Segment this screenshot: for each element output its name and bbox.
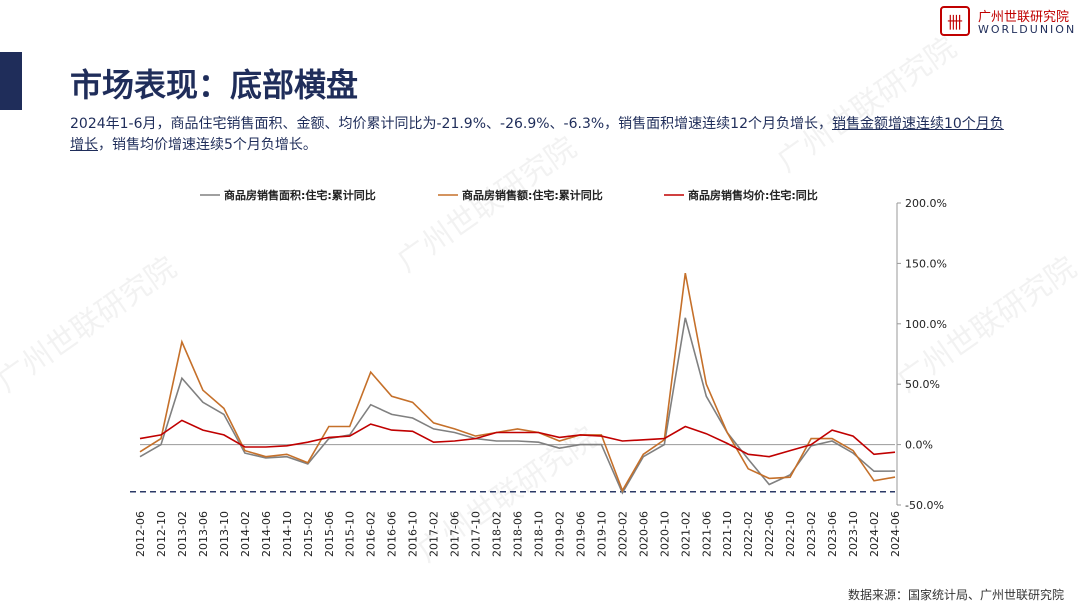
x-tick-label: 2022-02 — [742, 511, 755, 557]
x-tick-label: 2017-02 — [428, 511, 441, 557]
summary-highlight: 销售金额增速连续10个月负增长 — [70, 116, 1004, 153]
legend-label: 商品房销售额:住宅:累计同比 — [462, 188, 603, 202]
x-tick-label: 2014-10 — [281, 511, 294, 557]
legend-label: 商品房销售面积:住宅:累计同比 — [224, 188, 376, 202]
y-tick-label: -50.0% — [905, 499, 944, 512]
x-tick-label: 2017-10 — [470, 511, 483, 557]
x-tick-label: 2020-10 — [658, 511, 671, 557]
y-tick-label: 200.0% — [905, 197, 947, 210]
y-tick-label: 0.0% — [905, 439, 933, 452]
x-tick-label: 2021-02 — [679, 511, 692, 557]
y-tick-label: 50.0% — [905, 378, 940, 391]
x-tick-label: 2020-02 — [616, 511, 629, 557]
legend-label: 商品房销售均价:住宅:同比 — [688, 188, 818, 202]
x-tick-label: 2019-10 — [595, 511, 608, 557]
x-tick-label: 2021-10 — [721, 511, 734, 557]
summary-text: 2024年1-6月，商品住宅销售面积、金额、均价累计同比为-21.9%、-26.… — [70, 116, 832, 132]
x-tick-label: 2017-06 — [449, 511, 462, 557]
x-tick-label: 2015-02 — [302, 511, 315, 557]
x-tick-label: 2019-06 — [574, 511, 587, 557]
x-tick-label: 2022-06 — [763, 511, 776, 557]
x-tick-label: 2021-06 — [700, 511, 713, 557]
x-tick-label: 2018-10 — [532, 511, 545, 557]
x-tick-label: 2019-02 — [553, 511, 566, 557]
x-tick-label: 2016-10 — [407, 511, 420, 557]
y-tick-label: 150.0% — [905, 257, 947, 270]
x-tick-label: 2012-10 — [155, 511, 168, 557]
series-line — [139, 419, 896, 458]
x-tick-label: 2013-02 — [176, 511, 189, 557]
series-line — [139, 317, 896, 495]
x-tick-label: 2013-10 — [218, 511, 231, 557]
x-tick-label: 2015-06 — [323, 511, 336, 557]
x-tick-label: 2023-02 — [805, 511, 818, 557]
x-tick-label: 2016-02 — [365, 511, 378, 557]
source: 数据来源：国家统计局、广州世联研究院 — [847, 588, 1064, 602]
x-tick-label: 2024-06 — [889, 511, 902, 557]
x-tick-label: 2018-02 — [491, 511, 504, 557]
x-tick-label: 2020-06 — [637, 511, 650, 557]
x-tick-label: 2023-06 — [826, 511, 839, 557]
y-tick-label: 100.0% — [905, 318, 947, 331]
x-tick-label: 2016-06 — [386, 511, 399, 557]
logo-text: WORLDUNION — [978, 23, 1077, 36]
x-tick-label: 2015-10 — [344, 511, 357, 557]
title: 市场表现：底部横盘 — [70, 66, 359, 104]
logo-icon: 卌 — [940, 6, 970, 36]
summary-text: ，销售均价增速连续5个月负增长。 — [98, 137, 317, 153]
logo-text: 广州世联研究院 — [978, 10, 1070, 25]
x-tick-label: 2012-06 — [134, 511, 147, 557]
series-line — [139, 272, 896, 493]
x-tick-label: 2013-06 — [197, 511, 210, 557]
x-tick-label: 2014-02 — [239, 511, 252, 557]
x-tick-label: 2018-06 — [512, 511, 525, 557]
x-tick-label: 2022-10 — [784, 511, 797, 557]
x-tick-label: 2024-02 — [868, 511, 881, 557]
summary: 2024年1-6月，商品住宅销售面积、金额、均价累计同比为-21.9%、-26.… — [70, 114, 1010, 156]
title-bar — [0, 52, 22, 110]
x-tick-label: 2023-10 — [847, 511, 860, 557]
x-tick-label: 2014-06 — [260, 511, 273, 557]
